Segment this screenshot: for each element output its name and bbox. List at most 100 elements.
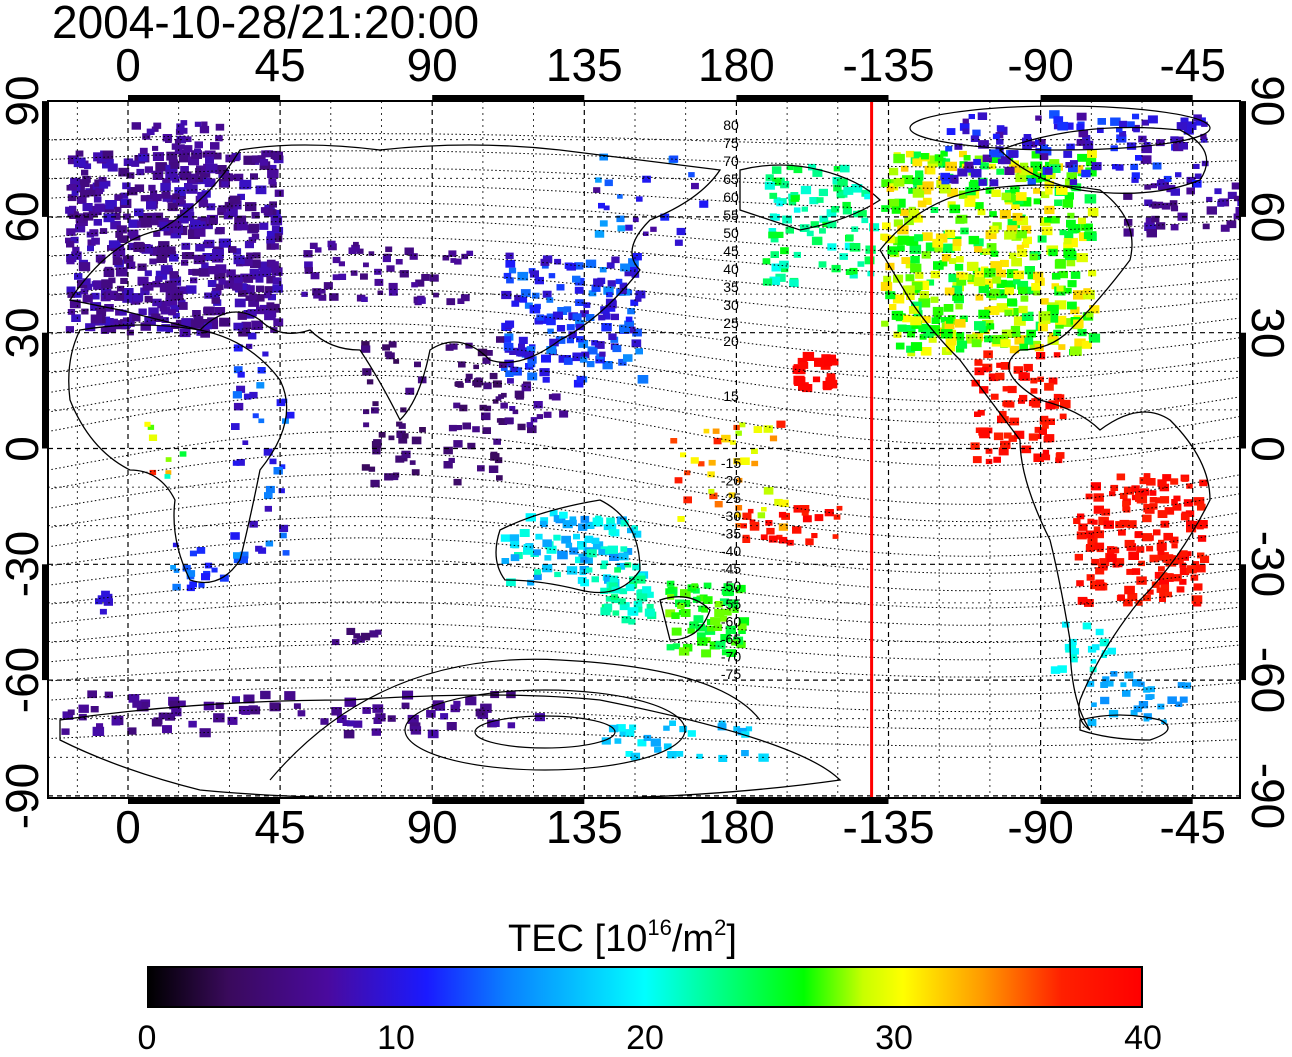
contour-label: 35 [723,279,739,295]
tec-point [611,256,620,264]
tec-point [946,344,956,352]
tec-point [714,601,723,608]
tec-point [1081,340,1092,349]
tec-point [944,229,956,238]
tec-point [745,726,753,732]
tec-point [477,465,485,472]
tec-point [1176,557,1184,564]
tec-point [1073,319,1084,328]
tec-point [1000,443,1007,449]
tec-point [1133,127,1140,133]
contour-line [48,601,1240,643]
tec-point [459,404,468,412]
tec-point [1233,195,1240,202]
tec-point [140,322,151,331]
tec-point [241,321,251,330]
contour-line [48,622,1240,661]
tec-point [627,607,639,616]
tec-point [786,164,794,171]
tec-point [893,178,905,187]
tec-point [496,418,503,423]
tec-point [1024,337,1034,345]
tec-point [122,182,131,190]
tec-point [1048,377,1058,385]
tec-point [226,208,238,217]
contour-label: -40 [721,543,741,559]
tec-point [490,453,500,461]
tec-point [1206,206,1217,215]
tec-point [533,549,541,556]
tec-point [971,339,982,348]
tec-point [128,219,139,228]
tec-point [683,496,692,504]
tec-point [1008,307,1019,316]
tec-point [1053,352,1061,358]
tec-point [1126,520,1137,529]
tec-point [66,240,75,248]
contour-line [48,133,1240,147]
tec-point [201,166,210,173]
tec-point [142,133,151,140]
tec-point [1044,217,1052,223]
tec-point [677,603,685,609]
tec-point [1069,160,1078,167]
tec-point [495,396,502,401]
tec-point [243,694,255,704]
bottom-axis-tick: -90 [1007,801,1074,853]
tec-point [1226,220,1237,229]
tec-point [169,254,179,262]
tec-point [728,599,739,608]
tec-point [251,233,260,240]
tec-point [1179,567,1190,576]
tec-point [900,165,909,172]
contour-label: -25 [721,490,741,506]
tec-point [443,461,453,469]
tec-point [776,420,786,428]
tec-point [1056,185,1068,195]
tec-point [603,205,610,211]
tec-point [637,589,644,595]
tec-point [1149,554,1159,563]
tec-point [134,208,144,217]
tec-point [540,258,550,266]
tec-point [155,270,168,280]
tec-point [482,357,491,364]
tec-point [963,155,971,161]
tec-point [1142,594,1151,602]
tec-point [1055,453,1063,459]
tec-point [601,737,611,745]
tec-point [857,210,867,218]
tec-point [156,254,168,263]
tec-point [236,385,246,393]
tec-point [989,288,1000,297]
tec-point [1067,301,1077,310]
tec-point [170,305,179,313]
tec-point [510,366,518,373]
tec-point [1047,335,1059,345]
tec-point [234,173,244,182]
tec-point [266,302,275,309]
tec-point [574,286,584,294]
tec-point [257,155,266,162]
tec-point [974,411,981,417]
tec-point [726,649,737,657]
tec-point [1159,589,1169,598]
tec-point [593,187,601,193]
tec-point [973,277,986,287]
tec-point [429,274,439,282]
tec-point [812,376,821,383]
tec-point [505,320,515,328]
tec-point [386,265,395,272]
tec-point [602,361,613,370]
tec-point [770,251,779,258]
tec-point [97,257,105,264]
tec-point [627,308,635,315]
tec-point [955,303,963,310]
tec-point [71,190,79,196]
tec-point [172,542,179,548]
tec-point [218,278,226,285]
contour-line [48,643,1240,678]
tec-point [377,290,384,295]
tec-point [137,263,147,271]
tec-point [702,596,713,604]
